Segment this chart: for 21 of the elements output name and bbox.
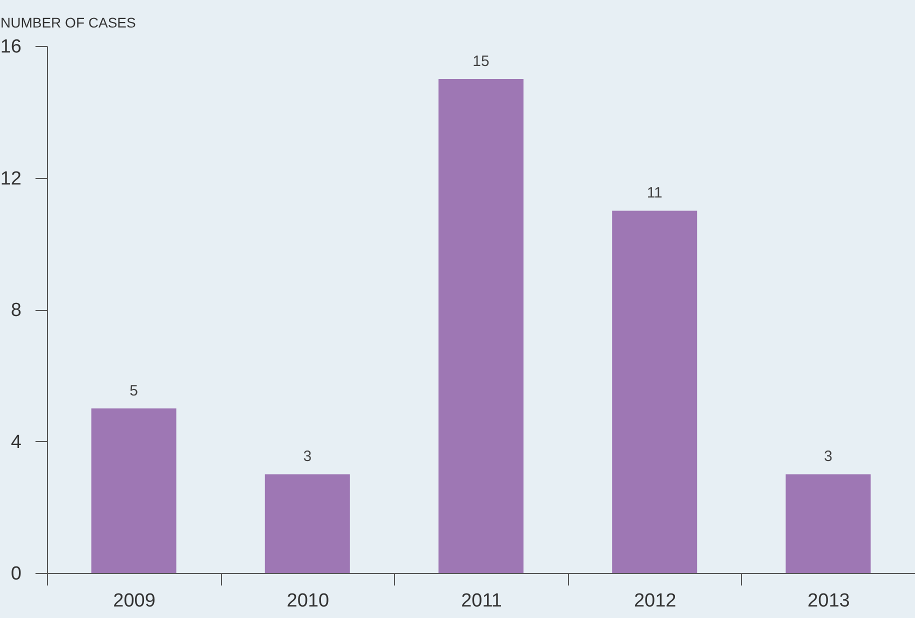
y-tick-label: 8 [10,300,22,321]
x-tick-label: 2012 [634,590,676,612]
y-axis-title: NUMBER OF CASES [0,14,136,30]
bar [438,78,524,573]
data-label: 15 [472,52,490,70]
bar [786,474,871,573]
bar [612,210,698,573]
bar [264,474,350,573]
data-label: 5 [130,382,138,400]
y-tick-label: 0 [10,564,22,584]
data-label: 11 [646,184,662,202]
y-tick-label: 16 [0,36,22,58]
y-tick-label: 4 [10,432,22,453]
x-tick-label: 2009 [113,590,156,612]
x-tick-label: 2013 [808,590,850,612]
x-tick-label: 2010 [286,590,330,612]
y-tick-label: 12 [0,168,22,190]
data-label: 3 [824,448,832,466]
bar [91,408,176,573]
data-label: 3 [303,448,312,466]
x-tick-label: 2011 [461,590,502,612]
